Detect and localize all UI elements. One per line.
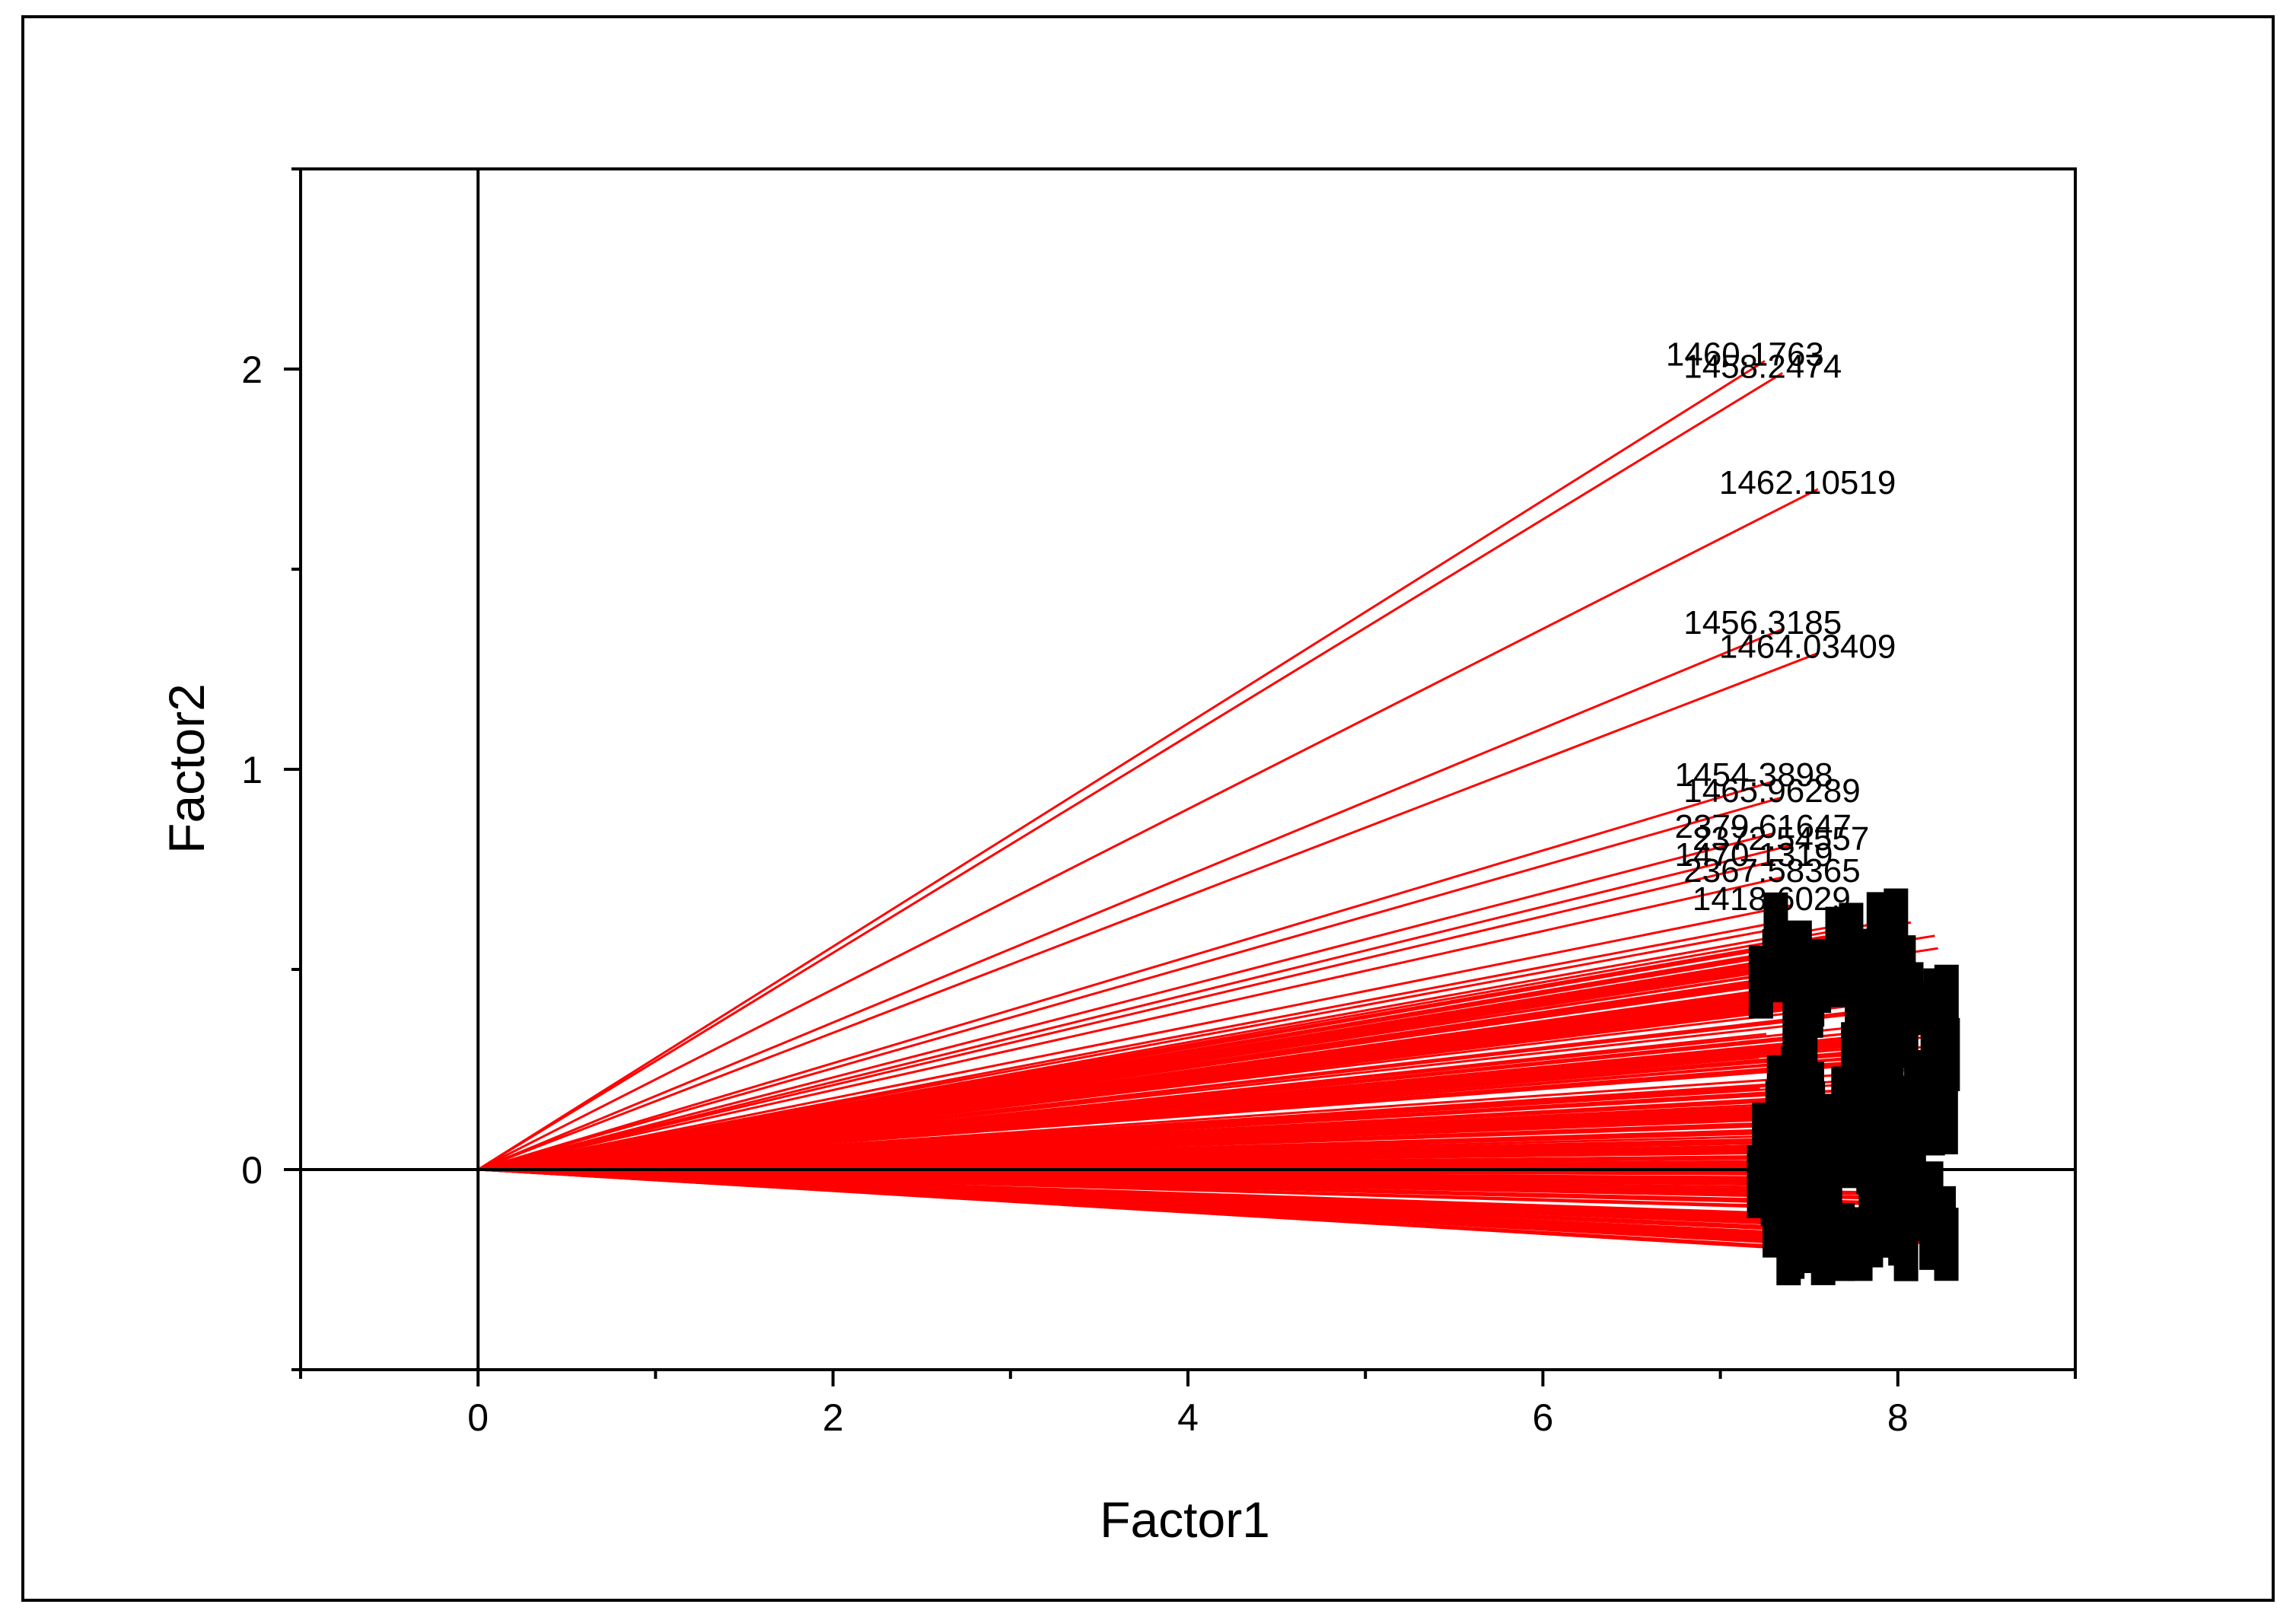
loading-vector [478,989,1835,1171]
outer-frame [21,15,2275,1602]
loading-vector [477,652,1819,1171]
loading-vector [478,1007,1801,1171]
overlapping-label-mark [1888,1192,1913,1266]
y-tick-label: 2 [241,349,263,391]
overlapping-label-mark [1747,1144,1772,1218]
overlapping-label-mark [1931,1074,1957,1148]
axes-layer: 0 2 4 6 8 0 1 2 [241,167,2077,1439]
loading-vector [477,844,1792,1171]
overlapping-label-mark [1797,1200,1822,1274]
loading-vector [478,1101,1944,1171]
y-axis-title: Factor2 [158,683,215,854]
y-tick-label: 0 [241,1149,263,1192]
loading-vector [478,1085,1917,1171]
x-tick-label: 4 [1177,1396,1199,1439]
loading-vector [478,1168,1789,1250]
overlapping-label-mark [1923,968,1948,1042]
loading-vector [478,1168,1944,1224]
overlapping-label-mark [1838,917,1863,991]
loading-vector [477,935,1826,1171]
overlapping-label-mark [1880,913,1905,987]
x-tick-label: 8 [1887,1396,1909,1439]
loading-vector [478,1146,1944,1171]
overlapping-label-mark [1829,1208,1855,1281]
vector-label: 1465.96289 [1683,772,1860,810]
loading-vector [477,860,1774,1171]
loading-vector [478,1168,1913,1207]
loading-vector [478,1046,1901,1171]
loading-vector [478,1129,1800,1171]
x-tick-label: 6 [1532,1396,1553,1439]
loading-vector [477,780,1774,1171]
vector-label: 2367.58365 [1683,852,1860,890]
vector-label: 1470.1319 [1675,836,1833,874]
loading-vector [478,1141,1797,1171]
loading-vector [477,628,1783,1171]
loading-vector [478,1030,1873,1171]
vector-label: 1462.10519 [1719,464,1896,501]
x-axis-title: Factor1 [1100,1491,1270,1548]
loading-vector [477,876,1783,1171]
loading-vector [478,1168,1931,1199]
overlapping-label-mark [1776,1212,1801,1286]
y-tick-label: 1 [241,749,263,791]
loading-vector [477,948,1893,1171]
loading-vector [477,488,1819,1171]
loading-vector [477,832,1774,1171]
loading-vector [477,928,1776,1171]
loading-vector [478,1168,1842,1246]
loading-vector [477,796,1783,1171]
vector-label: 1454.3898 [1675,756,1833,794]
loading-vector [477,904,1792,1171]
vector-label: 1464.03409 [1719,628,1896,665]
overlapping-label-mark [1919,1161,1944,1235]
loading-vector [478,1004,1936,1171]
loading-vector [478,1153,1911,1171]
overlapping-label-mark [1787,1093,1812,1167]
loading-vector [477,926,1826,1171]
overlapping-label-mark [1884,1078,1909,1152]
vector-label: 1418.6029 [1693,880,1851,918]
vectors-layer [477,360,1950,1251]
vector-label: 2379.61647 [1675,808,1852,845]
overlapping-label-mark [1839,1087,1864,1160]
vector-label: 2372.54557 [1693,820,1869,858]
vector-label: 1456.3185 [1683,604,1842,641]
vector-label: 1460.1763 [1666,336,1824,373]
overlapping-label-mark [1807,940,1832,1014]
loading-vector [477,371,1784,1171]
vector-labels-layer: 1460.17631458.24741462.105191456.3185146… [1666,336,1960,1286]
overlapping-label-mark [1748,945,1773,1019]
loading-vector [477,986,1785,1171]
x-tick-label: 2 [823,1396,844,1439]
loading-vector [478,1113,1896,1171]
loading-vector [478,1168,1874,1186]
vector-label: 1458.2474 [1683,348,1842,385]
loading-vector [477,934,1935,1171]
x-tick-label: 0 [467,1396,489,1439]
loading-vector [477,360,1766,1171]
loading-vector [478,1168,1901,1230]
